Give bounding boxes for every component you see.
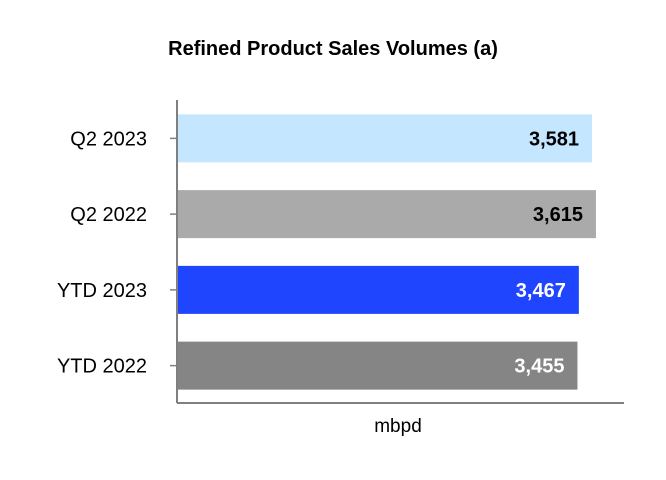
y-tick-label-0: Q2 2023 [70, 128, 147, 150]
y-tick-label-3: YTD 2022 [57, 356, 147, 378]
data-label-0: 3,581 [529, 128, 579, 150]
ticks-layer: Q2 2023 Q2 2022 YTD 2023 YTD 2022 [57, 128, 177, 378]
bar-0 [178, 114, 593, 163]
bar-3 [178, 341, 578, 390]
chart-title: Refined Product Sales Volumes (a) [168, 38, 498, 60]
data-label-3: 3,455 [514, 356, 564, 378]
y-tick-label-2: YTD 2023 [57, 280, 147, 302]
bar-1 [178, 190, 596, 239]
bars-layer: 3,581 3,615 3,467 3,455 [178, 114, 596, 390]
data-label-1: 3,615 [533, 204, 583, 226]
y-tick-label-1: Q2 2022 [70, 204, 147, 226]
data-label-2: 3,467 [516, 280, 566, 302]
bar-2 [178, 265, 579, 314]
x-axis-label: mbpd [374, 416, 422, 437]
